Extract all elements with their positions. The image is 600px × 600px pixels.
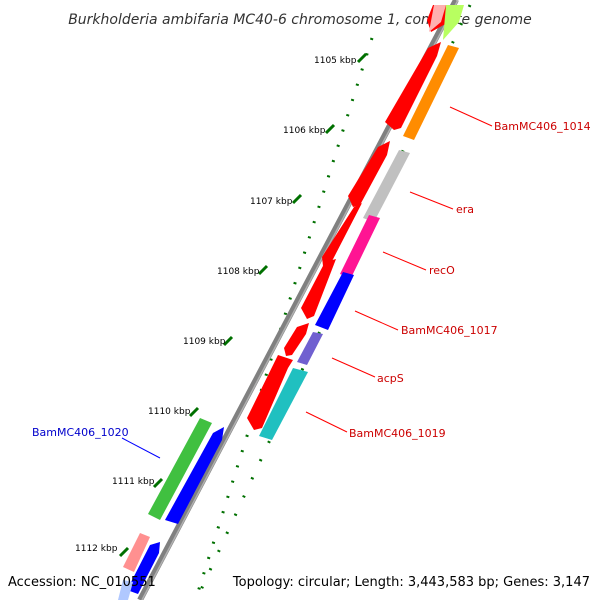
gene-block-lightblue — [118, 580, 133, 600]
tick-mark — [222, 335, 234, 347]
gene-label: BamMC406_1017 — [401, 324, 498, 337]
tick-mark — [324, 123, 336, 135]
callout-line — [382, 251, 427, 271]
tick-label: 1112 kbp — [75, 544, 118, 554]
gene-label: recO — [429, 264, 455, 277]
kbp-ticks: 1105 kbp 1106 kbp 1107 kbp 1108 kbp 1109… — [75, 52, 368, 558]
tick-mark — [291, 193, 303, 205]
tick-mark — [257, 264, 269, 276]
gene-labels: BamMC406_1014 era recO BamMC406_1017 acp… — [32, 106, 591, 459]
forward-strand-track — [247, 5, 453, 430]
topology-summary: Topology: circular; Length: 3,443,583 bp… — [232, 575, 590, 590]
feature-track — [118, 5, 464, 600]
tick-label: 1105 kbp — [314, 56, 357, 66]
gene-block-grey — [363, 150, 410, 222]
tick-mark — [152, 477, 164, 489]
outer-dot-ring — [196, 37, 374, 593]
gene-label: BamMC406_1014 — [494, 120, 591, 133]
gene-block-pink-light — [429, 5, 446, 32]
gene-arrow-blue — [165, 427, 224, 524]
tick-label: 1110 kbp — [148, 407, 191, 417]
gene-block-cyan — [259, 368, 308, 440]
gene-block-green — [148, 418, 212, 520]
callout-line — [449, 106, 493, 127]
map-title: Burkholderia ambifaria MC40-6 chromosome… — [68, 12, 532, 28]
gene-block-orange — [403, 45, 459, 140]
tick-mark — [118, 546, 130, 558]
tick-mark — [356, 52, 368, 64]
gene-arrow-red — [348, 141, 390, 207]
callout-line — [305, 411, 348, 433]
gene-label: BamMC406_1020 — [32, 426, 129, 439]
gene-block-blue — [315, 272, 354, 330]
tick-label: 1108 kbp — [217, 267, 260, 277]
gene-label: BamMC406_1019 — [349, 427, 446, 440]
callout-line — [354, 310, 399, 331]
gene-arrow-red — [247, 355, 293, 430]
gene-arrow-blue — [127, 542, 160, 594]
gene-block-salmon — [123, 533, 150, 572]
callout-line — [121, 437, 161, 459]
tick-label: 1109 kbp — [183, 337, 226, 347]
gene-arrow-red — [301, 259, 336, 319]
gene-label: era — [456, 203, 474, 216]
gene-block-purple — [297, 332, 323, 365]
tick-label: 1107 kbp — [250, 197, 293, 207]
accession-text: Accession: NC_010551 — [8, 575, 156, 590]
gene-block-lime — [443, 5, 464, 40]
callout-line — [409, 191, 454, 210]
gene-block-magenta — [340, 215, 380, 278]
tick-label: 1106 kbp — [283, 126, 326, 136]
gene-arrow-red — [284, 323, 309, 356]
gene-arrow-red — [322, 203, 362, 266]
gene-label: acpS — [377, 372, 404, 385]
tick-label: 1111 kbp — [112, 477, 155, 487]
callout-line — [331, 357, 376, 378]
tick-mark — [188, 406, 200, 418]
gene-arrow-red — [385, 42, 441, 130]
